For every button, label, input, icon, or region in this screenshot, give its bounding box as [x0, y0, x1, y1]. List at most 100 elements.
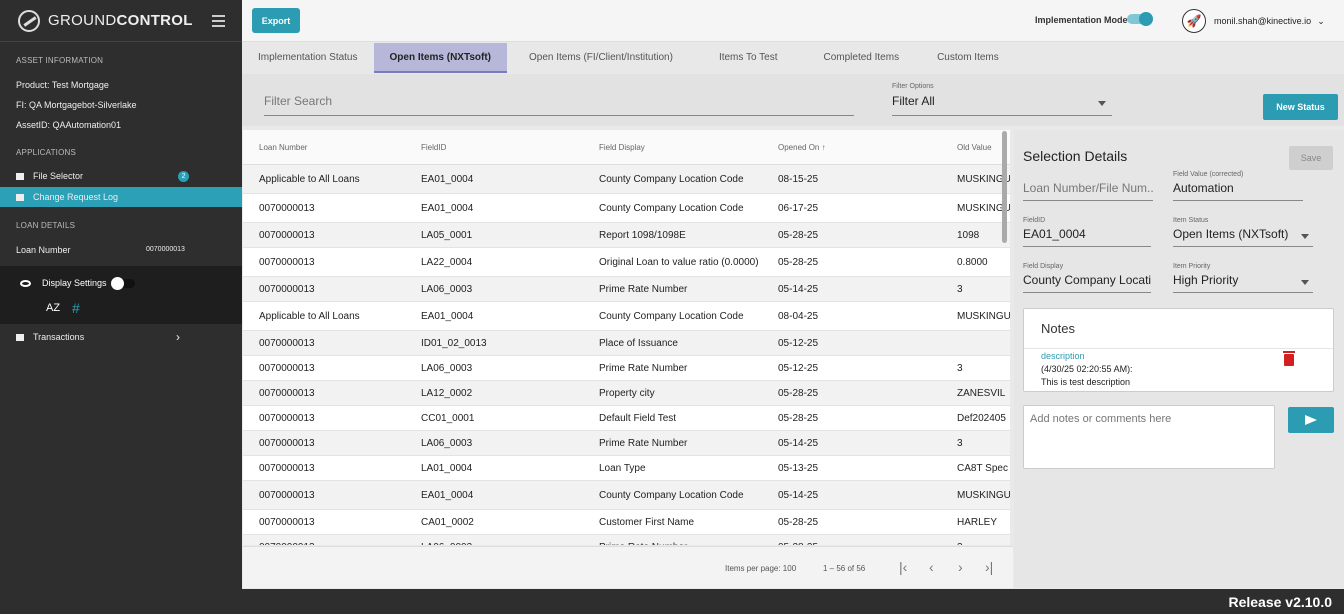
table-cell: 3: [941, 542, 1010, 546]
next-page-icon[interactable]: ›: [958, 559, 963, 575]
table-row[interactable]: Applicable to All Loans EA01_0004 County C…: [243, 165, 1010, 194]
filter-search-input[interactable]: Filter Search: [264, 94, 854, 116]
field-value-input[interactable]: Automation: [1173, 181, 1303, 201]
new-status-button[interactable]: New Status: [1263, 94, 1338, 120]
tab-completed-items[interactable]: Completed Items: [823, 52, 900, 63]
asset-id-info: AssetID: QAAutomation01: [16, 120, 122, 130]
fi-info: FI: QA Mortgagebot-Silverlake: [16, 100, 137, 110]
implementation-mode-label: Implementation Mode: [1035, 15, 1128, 25]
table-cell: 05-12-25: [778, 362, 819, 374]
groundcontrol-logo-icon: [18, 9, 40, 32]
delete-trash-icon[interactable]: [1283, 351, 1295, 366]
table-scrollbar[interactable]: [1002, 131, 1007, 243]
filter-options-label: Filter Options: [892, 83, 934, 90]
col-loan-number[interactable]: Loan Number: [259, 142, 308, 152]
table-row[interactable]: 0070000013 LA01_0004 Loan Type 05-13-25 CA8T…: [243, 456, 1010, 481]
selection-details-title: Selection Details: [1023, 148, 1128, 164]
table-row[interactable]: 0070000013 LA22_0004 Original Loan to valu…: [243, 248, 1010, 277]
note-author[interactable]: description: [1041, 351, 1085, 361]
file-selector-badge: 2: [178, 170, 190, 182]
table-cell: 0070000013: [259, 412, 315, 424]
table-cell: 05-28-25: [778, 516, 819, 528]
table-row[interactable]: 0070000013 LA12_0002 Property city 05-28-25…: [243, 381, 1010, 406]
col-field-id[interactable]: FieldID: [421, 142, 447, 152]
table-cell: HARLEY: [957, 516, 998, 528]
hash-icon[interactable]: #: [72, 300, 80, 316]
last-page-icon[interactable]: ›|: [985, 559, 994, 575]
table-cell: 08-04-25: [778, 310, 819, 322]
display-settings-toggle[interactable]: [110, 276, 135, 290]
table-row[interactable]: 0070000013 EA01_0004 County Company Locati…: [243, 481, 1010, 510]
table-cell: 06-17-25: [778, 202, 819, 214]
brand: GROUNDCONTROL: [0, 0, 242, 42]
table-cell: 0070000013: [243, 541, 405, 546]
table-row[interactable]: 0070000013 LA06_0003 Prime Rate Number 05-1…: [243, 356, 1010, 381]
user-email: monil.shah@kinective.io: [1214, 16, 1312, 26]
sidebar-item-file-selector[interactable]: File Selector 2: [0, 166, 242, 186]
user-menu[interactable]: 🚀 monil.shah@kinective.io ⌄: [1182, 8, 1332, 34]
table-cell: 05-28-25: [778, 229, 819, 241]
col-old-value[interactable]: Old Value: [957, 142, 992, 152]
col-opened-on[interactable]: Opened On ↑: [778, 142, 826, 152]
table-cell: MUSKINGU: [957, 202, 1010, 214]
table-row[interactable]: 0070000013 EA01_0004 County Company Locati…: [243, 194, 1010, 223]
brand-name: GROUNDCONTROL: [48, 12, 193, 29]
tab-items-to-test[interactable]: Items To Test: [718, 52, 778, 63]
notes-title: Notes: [1024, 309, 1333, 349]
sort-az-icon[interactable]: AZ: [46, 302, 61, 314]
first-page-icon[interactable]: |‹: [899, 559, 908, 575]
loan-number-field[interactable]: Loan Number/File Num...: [1023, 181, 1153, 201]
table-row[interactable]: 0070000013 LA06_0003 Prime Rate Number 05-1…: [243, 277, 1010, 302]
table-row[interactable]: 0070000013 LA05_0001 Report 1098/1098E 05-2…: [243, 223, 1010, 248]
table-cell: 0070000013: [259, 283, 315, 295]
items-per-page[interactable]: Items per page: 100: [725, 564, 797, 573]
col-field-display[interactable]: Field Display: [599, 142, 645, 152]
previous-page-icon[interactable]: ‹: [929, 559, 934, 575]
table-cell: Applicable to All Loans: [259, 173, 360, 185]
field-value-label: Field Value (corrected): [1173, 171, 1244, 178]
tab-open-items-nxtsoft[interactable]: Open Items (NXTsoft): [373, 43, 507, 73]
paginator: Items per page: 100 1 – 56 of 56 |‹ ‹ › …: [243, 546, 1013, 588]
item-status-select[interactable]: Open Items (NXTsoft): [1173, 227, 1313, 247]
export-button[interactable]: Export: [252, 8, 300, 33]
field-id-input[interactable]: EA01_0004: [1023, 227, 1151, 247]
item-status-value: Open Items (NXTsoft): [1173, 227, 1289, 241]
implementation-mode-toggle[interactable]: [1127, 12, 1153, 26]
table-cell: 0070000013: [259, 387, 315, 399]
item-priority-select[interactable]: High Priority: [1173, 273, 1313, 293]
hamburger-menu-icon[interactable]: [212, 15, 225, 27]
table-row[interactable]: 0070000013 LA06_0003 Prime Rate Number 05-1…: [243, 431, 1010, 456]
rocket-avatar-icon: 🚀: [1182, 9, 1206, 33]
field-display-input[interactable]: County Company Locatio: [1023, 273, 1151, 293]
sidebar-item-change-request-log[interactable]: Change Request Log: [0, 187, 242, 207]
table-cell: Def202405: [957, 412, 1006, 424]
save-button[interactable]: Save: [1289, 146, 1333, 170]
table-row[interactable]: 0070000013 ID01_02_0013 Place of Issuance 0…: [243, 331, 1010, 356]
loan-number-label: Loan Number: [16, 245, 71, 255]
table-cell: LA12_0002: [421, 387, 473, 399]
tab-implementation-status[interactable]: Implementation Status: [258, 52, 358, 63]
display-settings-label: Display Settings: [42, 278, 107, 288]
tab-custom-items[interactable]: Custom Items: [937, 52, 999, 63]
table-cell: Default Field Test: [599, 412, 677, 424]
table-cell: 05-28-25: [778, 387, 819, 399]
table-cell: 08-15-25: [778, 173, 819, 185]
tab-open-items-fi[interactable]: Open Items (FI/Client/Institution): [528, 52, 673, 63]
footer: Release v2.10.0: [242, 589, 1344, 614]
table-cell: 0070000013: [259, 229, 315, 241]
table-cell: CA01_0002: [421, 516, 474, 528]
table-row[interactable]: Applicable to All Loans EA01_0004 County C…: [243, 302, 1010, 331]
send-note-button[interactable]: [1288, 407, 1334, 433]
table-cell: County Company Location Code: [599, 310, 744, 322]
caret-down-icon: [1301, 280, 1309, 285]
table-cell: Loan Type: [599, 462, 646, 474]
sidebar-item-transactions[interactable]: Transactions ›: [0, 327, 242, 347]
notes-textarea[interactable]: Add notes or comments here: [1023, 405, 1275, 469]
document-icon: [16, 193, 24, 201]
filter-options-select[interactable]: Filter All: [892, 94, 1112, 116]
table-row[interactable]: 0070000013 CC01_0001 Default Field Test 05-…: [243, 406, 1010, 431]
table-cell: MUSKINGU: [957, 173, 1010, 185]
table-row[interactable]: 0070000013 CA01_0002 Customer First Name 05…: [243, 510, 1010, 535]
table-body: Applicable to All Loans EA01_0004 County C…: [243, 165, 1010, 545]
